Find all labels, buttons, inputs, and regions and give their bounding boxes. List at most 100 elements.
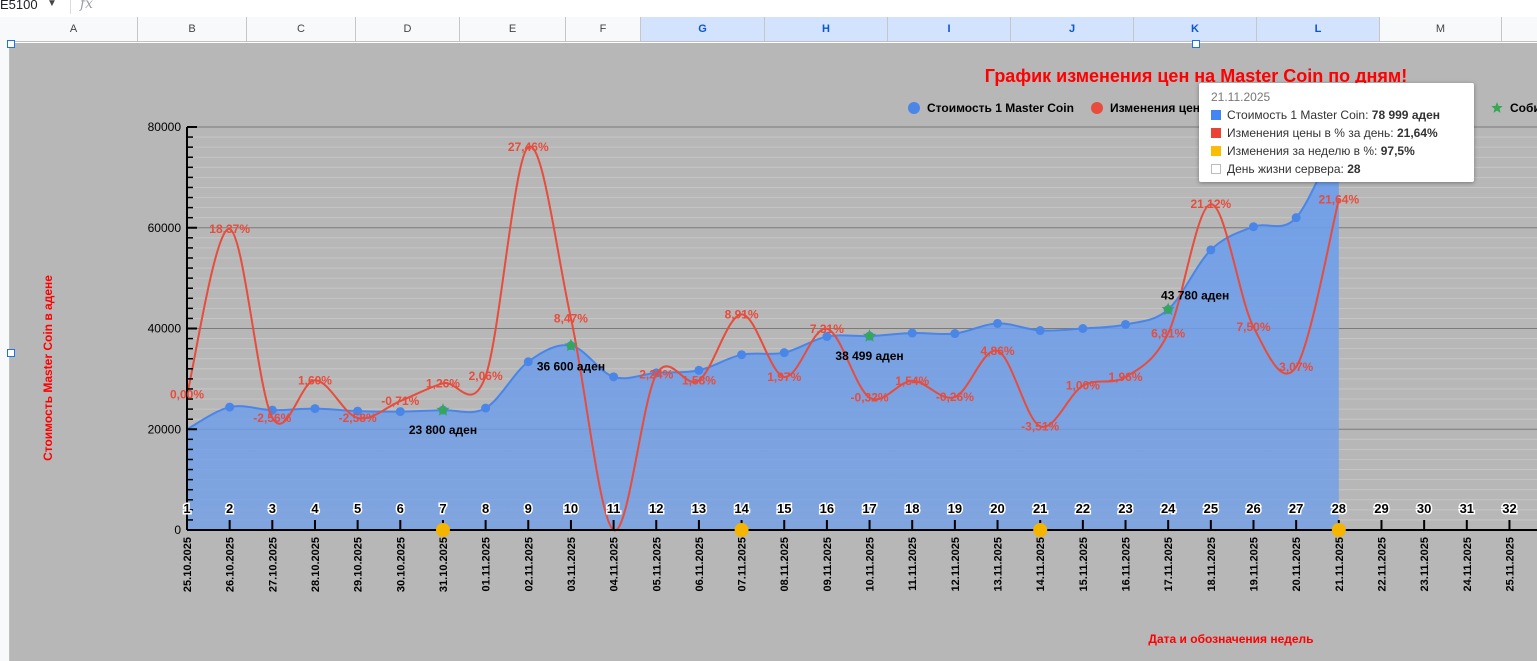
tooltip-row-daily-change: Изменения цены в % за день: 21,64% <box>1211 126 1438 140</box>
x-date-label: 18.11.2025 <box>1206 537 1218 591</box>
price-point[interactable] <box>1078 324 1088 333</box>
price-point[interactable] <box>1206 245 1216 255</box>
column-header-G[interactable]: G <box>641 17 765 41</box>
day-number-label: 27 <box>1289 501 1303 516</box>
week-marker[interactable] <box>435 523 450 537</box>
price-point[interactable] <box>1035 326 1045 336</box>
day-number-label: 4 <box>311 501 319 516</box>
master-coin-chart[interactable]: 0,00%18,37%-2,56%1,60%-2,58%-0,71%1,26%2… <box>10 43 1537 661</box>
price-point[interactable] <box>225 402 235 412</box>
change-data-label: -2,56% <box>253 411 291 425</box>
day-number-label: 18 <box>905 501 919 516</box>
tooltip-row-price: Стоимость 1 Master Coin: 78 999 аден <box>1211 108 1440 122</box>
resize-handle-top-middle[interactable] <box>1192 40 1200 48</box>
change-data-label: 6,81% <box>1151 326 1185 340</box>
change-data-label: 1,26% <box>426 376 460 390</box>
chart-tooltip: 21.11.2025 Стоимость 1 Master Coin: 78 9… <box>1199 83 1474 182</box>
x-date-label: 02.11.2025 <box>523 537 535 591</box>
x-date-label: 26.10.2025 <box>225 537 237 592</box>
legend-label[interactable]: Изменения цен <box>1110 101 1200 115</box>
x-date-label: 09.11.2025 <box>822 537 834 591</box>
price-point[interactable] <box>737 350 747 360</box>
tooltip-value-weekly-change: 97,5% <box>1380 144 1415 158</box>
price-point[interactable] <box>1291 213 1301 223</box>
day-number-label: 17 <box>862 501 876 516</box>
x-date-label: 30.10.2025 <box>395 537 407 592</box>
column-header-J[interactable]: J <box>1011 17 1134 41</box>
column-header-F[interactable]: F <box>566 17 641 41</box>
price-point[interactable] <box>523 357 533 367</box>
day-number-label: 20 <box>990 501 1004 516</box>
column-header-B[interactable]: B <box>138 17 247 41</box>
price-point[interactable] <box>950 329 960 339</box>
x-date-label: 01.11.2025 <box>481 537 493 591</box>
column-header-H[interactable]: H <box>765 17 888 41</box>
change-data-label: -0,71% <box>381 394 419 408</box>
event-star-marker[interactable] <box>1161 302 1175 316</box>
chart-container[interactable]: 0,00% 18,37% -2,56% 1,60% -2,58% -0,71% 1,26% 2… <box>10 43 1537 661</box>
tooltip-row-server-day: День жизни сервера: 28 <box>1211 162 1361 176</box>
price-point[interactable] <box>779 348 789 358</box>
column-header-E[interactable]: E <box>460 17 566 41</box>
column-header-K[interactable]: K <box>1134 17 1257 41</box>
column-header-M[interactable]: M <box>1380 17 1502 41</box>
price-point[interactable] <box>907 328 917 338</box>
y-tick-label: 0 <box>174 523 181 537</box>
price-point[interactable] <box>395 407 405 417</box>
day-number-label: 23 <box>1118 501 1132 516</box>
legend-circle-icon <box>1091 102 1103 114</box>
event-markers: 23 800 аден 36 600 аден 38 499 аден 43 780 … <box>409 288 1229 437</box>
change-data-label: 7,31% <box>810 322 844 336</box>
column-header-D[interactable]: D <box>356 17 460 41</box>
price-point[interactable] <box>481 403 491 413</box>
x-date-label: 20.11.2025 <box>1291 537 1303 591</box>
column-header-C[interactable]: C <box>247 17 356 41</box>
y-tick-label: 80000 <box>148 120 182 134</box>
day-number-labels: 1 2 3 4 5 6 7 8 9 10 11 12 13 14 15 16 17 18 19 20 21 22 23 24 2… <box>182 500 1518 518</box>
price-point[interactable] <box>1249 222 1258 232</box>
x-date-label: 17.11.2025 <box>1163 537 1175 591</box>
change-data-label: 1,58% <box>682 373 716 387</box>
price-point[interactable] <box>993 318 1003 328</box>
change-data-label: 2,06% <box>469 369 503 383</box>
price-point[interactable] <box>609 372 619 382</box>
change-data-label: -0,26% <box>936 390 974 404</box>
price-point[interactable] <box>822 332 832 342</box>
price-point[interactable] <box>310 404 320 414</box>
event-star-marker[interactable] <box>564 338 578 352</box>
change-data-label: 1,60% <box>298 373 332 387</box>
x-date-label: 13.11.2025 <box>993 537 1005 591</box>
resize-handle-top-left[interactable] <box>7 40 15 48</box>
event-star-marker[interactable] <box>436 403 450 416</box>
week-marker[interactable] <box>1331 523 1346 537</box>
column-header-I[interactable]: I <box>888 17 1011 41</box>
tooltip-label-server-day: День жизни сервера: <box>1227 162 1348 176</box>
week-marker[interactable] <box>734 523 749 537</box>
tooltip-swatch-server-day <box>1211 164 1221 174</box>
week-marker[interactable] <box>1033 523 1048 537</box>
resize-handle-middle-left[interactable] <box>7 349 15 357</box>
change-series-line <box>186 145 1340 532</box>
price-point[interactable] <box>1121 319 1131 329</box>
change-data-label: 8,47% <box>554 311 588 325</box>
change-data-label: 2,24% <box>639 367 673 381</box>
change-data-label: 0,00% <box>170 388 204 402</box>
price-point[interactable] <box>694 365 704 375</box>
change-data-label: -3,51% <box>1021 419 1059 433</box>
x-date-label: 06.11.2025 <box>694 537 706 591</box>
change-data-label: 4,86% <box>981 344 1015 358</box>
chart-legend[interactable]: Стоимость 1 Master Coin Изменения цен Соби <box>908 101 1537 115</box>
day-number-label: 1 <box>183 501 190 516</box>
legend-label[interactable]: Соби <box>1510 101 1537 115</box>
column-header-A[interactable]: A <box>10 17 138 41</box>
cell-reference-box[interactable]: E5100 <box>0 0 38 12</box>
cell-reference-dropdown-icon[interactable]: ▼ <box>47 0 57 9</box>
column-header-L[interactable]: L <box>1257 17 1380 41</box>
week-markers <box>435 523 1346 537</box>
tooltip-value-daily-change: 21,64% <box>1396 126 1438 140</box>
legend-label[interactable]: Стоимость 1 Master Coin <box>927 101 1074 115</box>
event-star-marker[interactable] <box>862 329 877 342</box>
price-point[interactable] <box>353 406 363 416</box>
formula-bar-divider <box>70 0 71 14</box>
